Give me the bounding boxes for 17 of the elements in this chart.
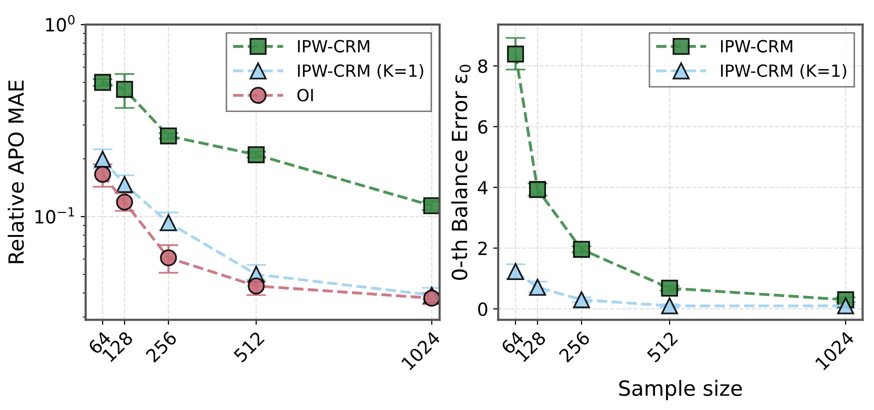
y-tick-label: 8 — [478, 59, 488, 74]
y-tick-label: 4 — [478, 181, 488, 194]
legend-label: IPW-CRM (K=1) — [298, 64, 424, 79]
x-tick-label: 512 — [646, 331, 678, 363]
y-tick-label: 10$^{−1}$ — [35, 207, 74, 224]
y-axis-title: Relative APO MAE — [8, 80, 24, 264]
x-axis-title: Sample size — [619, 380, 742, 400]
legend-label: IPW-CRM — [721, 40, 792, 52]
legend-label: IPW-CRM — [298, 40, 370, 52]
y-axis-title: 0-th Balance Error ε$_{0}$ — [451, 64, 471, 280]
y-tick-label: 0 — [478, 302, 488, 316]
legend-label: IPW-CRM (K=1) — [721, 64, 846, 79]
y-tick-label: 6 — [478, 120, 488, 134]
legend-label: OI — [297, 88, 313, 102]
y-tick-label: 2 — [478, 242, 487, 255]
x-tick-label: 512 — [233, 331, 265, 363]
y-tick-label: 10$^{0}$ — [46, 15, 74, 32]
